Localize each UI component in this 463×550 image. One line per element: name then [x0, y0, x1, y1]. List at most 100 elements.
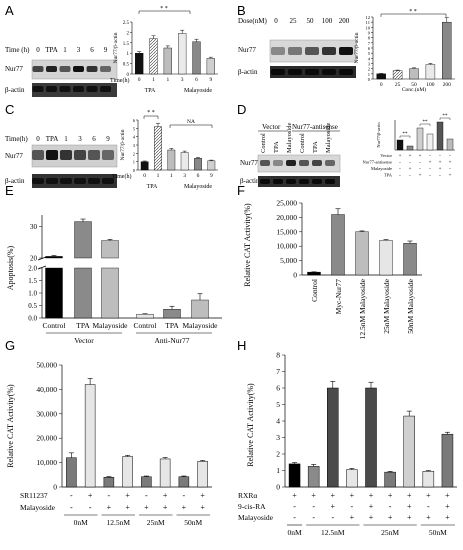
actin-band	[74, 178, 86, 184]
x-tick-label: 6	[197, 173, 200, 179]
nur77-band	[60, 150, 72, 160]
sign-mark: +	[445, 513, 450, 522]
bar	[441, 433, 454, 488]
panel-d-blot: Vector Nur77-antisense Control TPA Malayos…	[240, 123, 341, 187]
bar	[84, 384, 96, 488]
actin-band	[46, 178, 58, 184]
actin-band	[46, 86, 57, 92]
lane-label: 6	[90, 46, 94, 54]
x-tick-label: 1	[170, 173, 173, 179]
sig-marker: * *	[147, 110, 155, 116]
bar	[101, 240, 119, 259]
sig-marker: **	[403, 132, 409, 137]
x-tick-label: 50nM Malayoside	[406, 278, 415, 333]
x-tick-label: Myc-Nur77	[334, 279, 343, 315]
y-tick-label: 6	[276, 384, 280, 393]
y-tick-label: 10,000	[276, 242, 297, 251]
y-tick-label: 0	[276, 483, 280, 492]
sign-mark: -	[312, 502, 315, 511]
bar	[384, 471, 396, 488]
actin-band	[312, 179, 322, 184]
group-label: 0nM	[287, 528, 302, 537]
sign-mark: +	[331, 502, 336, 511]
sign-mark: +	[125, 503, 130, 512]
sign-mark: +	[439, 167, 442, 172]
lane-label: 0	[36, 46, 40, 54]
bar	[191, 299, 209, 319]
panel-f-chart: 0 5,000 10,000 15,000 20,000 25,000 Relative C…	[243, 199, 422, 339]
panel-c-time-label: Time(h)	[5, 135, 28, 143]
nur77-band	[322, 47, 336, 55]
nur77-band	[325, 160, 335, 166]
bar	[178, 476, 190, 488]
nur77-band	[100, 66, 111, 72]
nur77-band	[339, 47, 353, 55]
sign-mark: +	[449, 174, 452, 179]
bar	[45, 256, 63, 259]
sig-bracket	[419, 123, 431, 126]
group-label: TPA	[147, 184, 158, 190]
y-tick-label: 2	[133, 151, 135, 156]
bar	[422, 471, 435, 488]
x-tick-label: Malayoside	[93, 321, 129, 330]
bar	[149, 38, 158, 75]
bar	[436, 121, 444, 151]
x-tick-label: 50	[411, 82, 417, 88]
bar	[178, 33, 187, 75]
bar-lower	[45, 267, 63, 319]
y-tick-label: 30	[30, 223, 38, 231]
x-axis-label: Time(h)	[110, 77, 129, 84]
x-tick-label: 0	[380, 82, 383, 88]
y-tick-label: 1.5	[123, 42, 130, 47]
y-axis-label: Relative CAT Activity(%)	[6, 384, 15, 468]
y-tick-label: 1	[133, 160, 135, 165]
y-tick-label: 0.5	[123, 63, 130, 68]
bar	[140, 161, 149, 171]
y-tick-label: 0	[293, 271, 297, 280]
nur77-band	[46, 66, 57, 72]
group-label: 12.5nM	[321, 528, 345, 537]
panel-c-row-nur77: Nur77	[5, 152, 23, 160]
bar	[409, 68, 419, 80]
lane-label: 25	[290, 17, 298, 25]
sign-mark: +	[388, 491, 393, 500]
y-tick-label: 30,000	[36, 409, 57, 418]
actin-band	[273, 179, 283, 184]
sign-mark: -	[449, 167, 451, 172]
y-tick-label: 2.5	[123, 21, 130, 26]
panel-d-row-nur77: Nur77	[240, 159, 258, 167]
sign-mark: +	[409, 154, 412, 159]
panel-c-row-actin: β-actin	[5, 177, 25, 185]
sign-mark: -	[89, 503, 92, 512]
panel-c-blot: Time(h) 0 TPA 1 3 6 9 Nur77 β-actin	[5, 135, 118, 188]
sign-mark: -	[419, 167, 421, 172]
x-tick-label: TPA	[165, 321, 179, 330]
row-label: RXRα	[238, 491, 257, 500]
group-label: Anti-Nur77	[155, 336, 190, 345]
x-tick-label: 0	[138, 77, 141, 83]
sign-mark: +	[311, 491, 316, 500]
row-label: Malayoside	[371, 166, 392, 171]
sign-mark: +	[350, 513, 355, 522]
x-tick-label: 0	[143, 173, 146, 179]
lane-label: TPA	[312, 141, 319, 153]
bar	[379, 240, 393, 276]
y-tick-label: 8	[276, 351, 280, 360]
axis-break	[37, 256, 47, 261]
sign-mark: +	[419, 154, 422, 159]
sig-bracket	[439, 117, 451, 120]
bar	[197, 461, 208, 488]
x-tick-label: 9	[209, 77, 212, 83]
sign-mark: +	[182, 503, 187, 512]
panel-h-chart: 0 1 2 3 4 5 6 7 8 Relative CAT Activity(%) RXRα + + +…	[238, 351, 457, 537]
group-label: Vector	[74, 336, 94, 345]
y-tick-label: 6	[368, 46, 371, 51]
lane-label: 200	[339, 17, 350, 25]
row-label: 9-cis-RA	[238, 502, 266, 511]
y-tick-label: 5	[276, 400, 280, 409]
bar	[346, 469, 358, 488]
y-tick-label: 1	[368, 72, 370, 77]
y-tick-label: 0	[368, 77, 371, 82]
lane-label: TPA	[46, 135, 59, 143]
